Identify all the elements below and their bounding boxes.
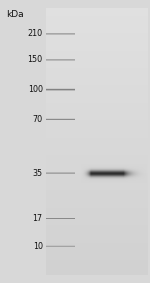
Text: 100: 100: [28, 85, 43, 94]
Text: 210: 210: [28, 29, 43, 38]
Text: 70: 70: [33, 115, 43, 124]
Text: 17: 17: [33, 214, 43, 223]
Text: 35: 35: [33, 169, 43, 178]
Text: kDa: kDa: [6, 10, 24, 19]
Text: 10: 10: [33, 242, 43, 251]
Text: 150: 150: [28, 55, 43, 65]
